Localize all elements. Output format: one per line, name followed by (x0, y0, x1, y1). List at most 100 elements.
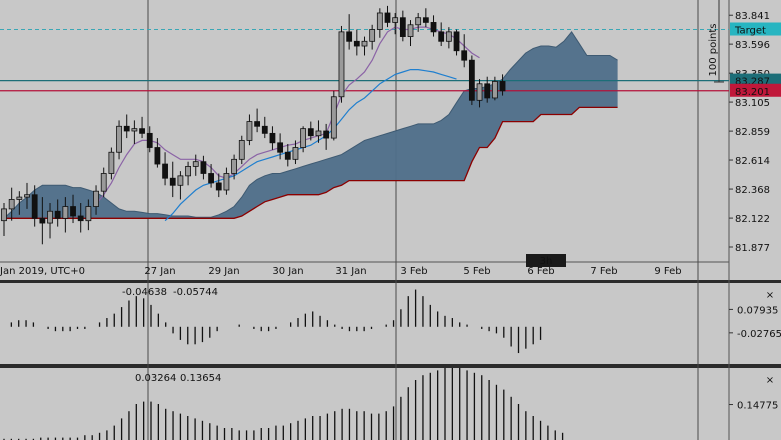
candle[interactable] (16, 191, 23, 215)
candle[interactable] (422, 8, 429, 28)
candle[interactable] (162, 152, 168, 186)
candle[interactable] (215, 173, 222, 198)
candle-body (399, 17, 406, 37)
candle-body (491, 81, 498, 99)
candle[interactable] (269, 126, 276, 150)
candle[interactable] (353, 29, 360, 56)
candle[interactable] (430, 15, 437, 37)
oscillator-2-bars (3, 368, 564, 440)
candle[interactable] (154, 138, 161, 168)
level-label: 83.287 (735, 77, 770, 88)
candle-body (54, 210, 61, 219)
candle[interactable] (139, 116, 145, 139)
candle[interactable] (415, 12, 422, 32)
candle[interactable] (361, 36, 368, 56)
candle-body (415, 17, 422, 26)
candle-body (116, 125, 122, 153)
candle[interactable] (292, 140, 299, 165)
candle[interactable] (169, 161, 176, 198)
candle-body (223, 173, 230, 191)
candle[interactable] (223, 167, 230, 195)
candle-body (154, 147, 161, 165)
candle[interactable] (376, 8, 383, 38)
candle[interactable] (346, 14, 353, 50)
pane-separator (0, 280, 781, 283)
candle[interactable] (407, 20, 414, 47)
candle[interactable] (238, 135, 245, 165)
candle-body (445, 31, 452, 42)
candle-body (162, 163, 168, 179)
candle-body (131, 128, 138, 132)
candle[interactable] (499, 74, 506, 96)
candle[interactable] (177, 171, 184, 200)
candle[interactable] (338, 25, 345, 103)
candle[interactable] (476, 79, 483, 108)
candle[interactable] (31, 185, 38, 227)
candle[interactable] (369, 24, 376, 50)
y-tick-label: 82.122 (735, 214, 770, 225)
candle[interactable] (254, 108, 261, 133)
candle[interactable] (277, 133, 284, 160)
candle[interactable] (445, 27, 452, 49)
candle-body (1, 208, 7, 222)
candle[interactable] (131, 120, 138, 144)
candle[interactable] (100, 167, 107, 198)
candle[interactable] (300, 126, 307, 153)
candle[interactable] (392, 12, 399, 35)
candle[interactable] (77, 202, 84, 233)
candle[interactable] (261, 116, 268, 139)
candle[interactable] (231, 154, 238, 180)
candle[interactable] (330, 90, 337, 141)
candle[interactable] (185, 161, 191, 186)
candle[interactable] (399, 10, 406, 42)
target-box (730, 22, 781, 36)
candle[interactable] (192, 154, 199, 176)
candle[interactable] (307, 121, 314, 141)
candle[interactable] (85, 199, 92, 231)
candle-body (185, 166, 191, 177)
candle-body (8, 199, 15, 210)
candle[interactable] (93, 185, 99, 215)
current-price-label: 83.201 (735, 87, 770, 98)
candle[interactable] (208, 164, 214, 188)
candle[interactable] (62, 197, 69, 233)
candle[interactable] (484, 76, 491, 103)
candle[interactable] (70, 194, 76, 224)
oscillator-2-close-icon: × (766, 375, 774, 386)
candle[interactable] (108, 147, 115, 180)
candle[interactable] (323, 123, 330, 150)
candle[interactable] (491, 76, 498, 101)
candle[interactable] (246, 114, 253, 146)
candle[interactable] (315, 120, 322, 143)
candle[interactable] (54, 199, 61, 227)
candle-body (85, 206, 92, 222)
candle-body (323, 130, 330, 139)
candle[interactable] (284, 143, 291, 167)
candle-body (376, 12, 383, 30)
candle-body (70, 206, 76, 217)
x-axis-label: 27 Jan (144, 266, 175, 277)
candle[interactable] (1, 202, 7, 237)
y-tick-label: 82.859 (735, 127, 770, 138)
candle[interactable] (47, 202, 53, 239)
candle[interactable] (200, 155, 207, 180)
candle[interactable] (453, 29, 460, 56)
candle[interactable] (116, 120, 122, 160)
candle[interactable] (8, 187, 15, 221)
candle[interactable] (461, 34, 468, 68)
candle[interactable] (146, 126, 153, 153)
candle[interactable] (468, 55, 475, 106)
oscillator-1-bars (10, 289, 542, 354)
candle[interactable] (384, 5, 391, 28)
oscillator-2-value-right: 0.13654 (180, 373, 221, 384)
candle-body (254, 121, 261, 127)
candle-body (47, 210, 53, 224)
candle-body (338, 31, 345, 98)
candle-body (192, 161, 199, 167)
candle[interactable] (24, 182, 30, 209)
candle[interactable] (39, 197, 46, 245)
candles-group (1, 5, 506, 245)
candle[interactable] (438, 22, 445, 47)
candle[interactable] (123, 114, 130, 139)
